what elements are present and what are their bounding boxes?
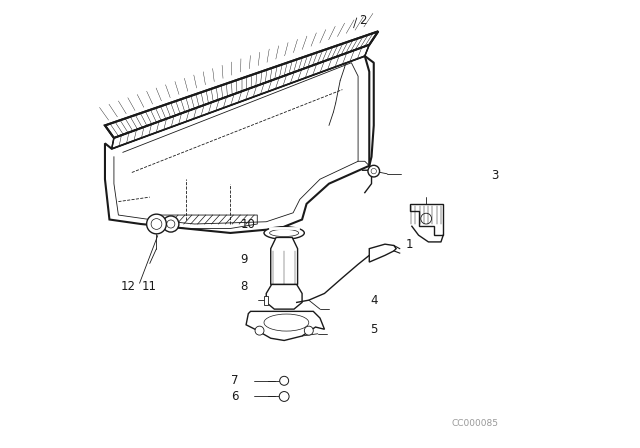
Text: 2: 2 — [359, 13, 366, 27]
Circle shape — [147, 214, 166, 234]
Polygon shape — [112, 45, 369, 149]
Text: 11: 11 — [141, 280, 156, 293]
Polygon shape — [410, 204, 443, 235]
Circle shape — [279, 392, 289, 401]
Text: 5: 5 — [370, 323, 378, 336]
Text: 3: 3 — [491, 169, 499, 182]
Polygon shape — [271, 237, 298, 284]
Text: CC000085: CC000085 — [451, 419, 498, 428]
Circle shape — [368, 165, 380, 177]
Text: 13: 13 — [429, 214, 444, 227]
Text: 8: 8 — [240, 280, 248, 293]
Ellipse shape — [264, 227, 305, 239]
Text: 9: 9 — [240, 253, 248, 267]
Bar — [264, 296, 268, 305]
Circle shape — [280, 376, 289, 385]
Polygon shape — [246, 311, 324, 340]
Polygon shape — [105, 31, 378, 138]
Text: 7: 7 — [231, 374, 239, 388]
Polygon shape — [266, 284, 302, 309]
Text: 12: 12 — [121, 280, 136, 293]
Circle shape — [255, 326, 264, 335]
Circle shape — [304, 326, 314, 335]
Text: 1: 1 — [406, 237, 413, 251]
Text: 4: 4 — [370, 293, 378, 307]
Polygon shape — [369, 244, 396, 262]
Circle shape — [163, 216, 179, 232]
Polygon shape — [105, 56, 369, 233]
Ellipse shape — [269, 229, 299, 237]
Text: 10: 10 — [241, 217, 256, 231]
Text: 6: 6 — [231, 390, 239, 403]
